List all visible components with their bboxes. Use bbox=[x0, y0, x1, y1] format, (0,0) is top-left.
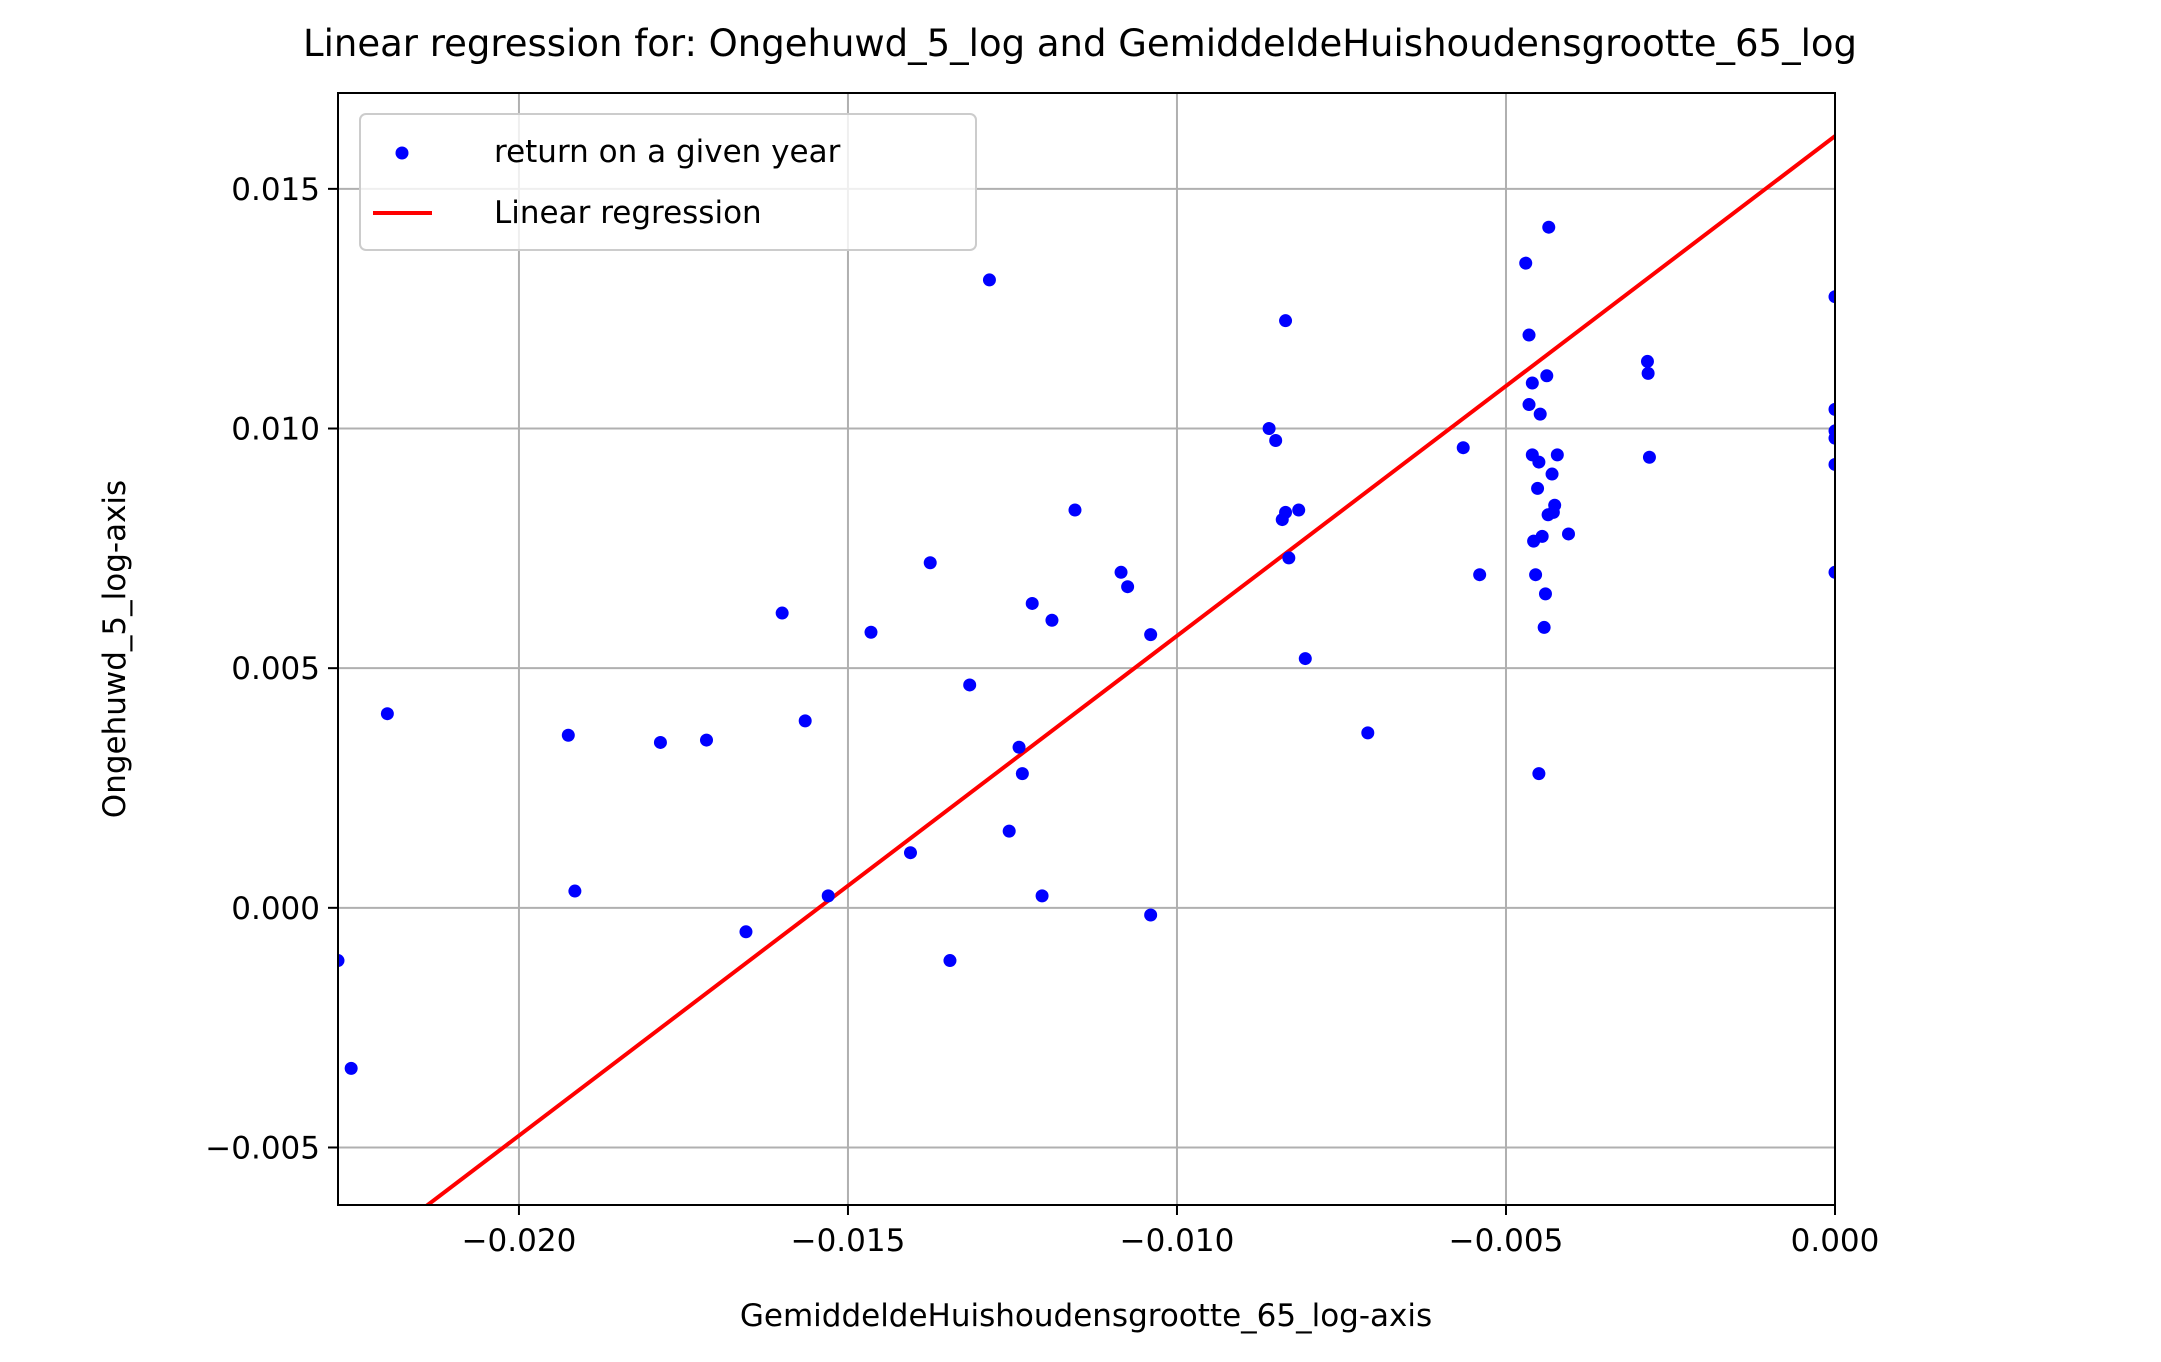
scatter-point bbox=[1522, 398, 1536, 412]
y-tick-label: −0.005 bbox=[205, 1130, 320, 1166]
regression-line bbox=[424, 134, 1835, 1205]
scatter-point bbox=[338, 954, 345, 968]
scatter-point bbox=[699, 733, 713, 747]
legend-label-scatter: return on a given year bbox=[494, 134, 841, 170]
scatter-point bbox=[1828, 290, 1835, 304]
scatter-point bbox=[1025, 596, 1039, 610]
scatter-points bbox=[338, 220, 1835, 1075]
scatter-point bbox=[1537, 620, 1551, 634]
scatter-point bbox=[1828, 431, 1835, 445]
scatter-point bbox=[1641, 366, 1655, 380]
scatter-point bbox=[1519, 256, 1533, 270]
scatter-point bbox=[1298, 652, 1312, 666]
scatter-point bbox=[739, 925, 753, 939]
scatter-point bbox=[1548, 498, 1562, 512]
scatter-point bbox=[1562, 527, 1576, 541]
scatter-point bbox=[1361, 726, 1375, 740]
scatter-point bbox=[1121, 580, 1135, 594]
chart-title: Linear regression for: Ongehuwd_5_log an… bbox=[303, 22, 1857, 65]
y-tick-label: 0.000 bbox=[231, 891, 320, 927]
y-axis-label: Ongehuwd_5_log-axis bbox=[97, 480, 133, 818]
y-tick-label: 0.010 bbox=[231, 412, 320, 448]
scatter-point bbox=[344, 1061, 358, 1075]
scatter-point bbox=[1045, 613, 1059, 627]
scatter-point bbox=[1828, 565, 1835, 579]
scatter-point bbox=[1002, 824, 1016, 838]
scatter-point bbox=[1828, 457, 1835, 471]
scatter-point bbox=[1279, 505, 1293, 519]
scatter-point bbox=[380, 707, 394, 721]
scatter-point bbox=[1532, 767, 1546, 781]
x-tick-label: −0.005 bbox=[1449, 1223, 1564, 1259]
scatter-point bbox=[982, 273, 996, 287]
scatter-point bbox=[1035, 889, 1049, 903]
x-tick-label: −0.020 bbox=[462, 1223, 577, 1259]
scatter-point bbox=[963, 678, 977, 692]
legend-label-line: Linear regression bbox=[494, 195, 762, 231]
legend-scatter-marker bbox=[395, 146, 409, 160]
x-axis-label: GemiddeldeHuishoudensgrootte_65_log-axis bbox=[740, 1298, 1432, 1334]
y-tick-label: 0.005 bbox=[231, 651, 320, 687]
plot-frame bbox=[337, 92, 1836, 1206]
scatter-point bbox=[864, 625, 878, 639]
scatter-point bbox=[1535, 529, 1549, 543]
scatter-point bbox=[1538, 587, 1552, 601]
scatter-point bbox=[1640, 354, 1654, 368]
x-tick-label: −0.010 bbox=[1120, 1223, 1235, 1259]
scatter-point bbox=[923, 556, 937, 570]
scatter-point bbox=[561, 728, 575, 742]
scatter-point bbox=[1545, 467, 1559, 481]
scatter-point bbox=[1269, 434, 1283, 447]
scatter-point bbox=[1542, 220, 1556, 234]
x-tick-label: −0.015 bbox=[791, 1223, 906, 1259]
scatter-point bbox=[1015, 767, 1029, 781]
scatter-point bbox=[1642, 450, 1656, 464]
scatter-point bbox=[1012, 740, 1026, 754]
y-axis-ticks: −0.005 0.000 0.005 0.010 0.015 bbox=[205, 172, 338, 1166]
grid-lines bbox=[338, 93, 1836, 1205]
scatter-point bbox=[1068, 503, 1082, 517]
scatter-point bbox=[1828, 402, 1835, 416]
scatter-point bbox=[653, 735, 667, 749]
scatter-point bbox=[1144, 628, 1158, 642]
scatter-point bbox=[943, 954, 957, 968]
scatter-point bbox=[1279, 314, 1293, 328]
scatter-point bbox=[903, 846, 917, 860]
scatter-point bbox=[1533, 407, 1547, 421]
scatter-point bbox=[1282, 551, 1296, 565]
plot-area bbox=[338, 134, 1835, 1205]
scatter-point bbox=[1292, 503, 1306, 517]
scatter-point bbox=[1532, 455, 1546, 469]
y-tick-label: 0.015 bbox=[231, 172, 320, 208]
scatter-point bbox=[1262, 422, 1276, 436]
x-axis-ticks: −0.020 −0.015 −0.010 −0.005 0.000 bbox=[462, 1205, 1880, 1259]
scatter-point bbox=[1522, 328, 1536, 342]
scatter-point bbox=[1550, 448, 1564, 462]
scatter-point bbox=[1114, 565, 1128, 579]
legend: return on a given year Linear regression bbox=[359, 113, 977, 251]
scatter-point bbox=[1540, 369, 1554, 383]
legend-box bbox=[359, 113, 977, 251]
scatter-point bbox=[568, 884, 582, 898]
scatter-point bbox=[1529, 568, 1543, 582]
scatter-point bbox=[1531, 481, 1545, 495]
scatter-point bbox=[1525, 376, 1539, 390]
scatter-point bbox=[1144, 908, 1158, 922]
scatter-point bbox=[1456, 441, 1470, 455]
x-tick-label: 0.000 bbox=[1791, 1223, 1880, 1259]
scatter-point bbox=[1473, 568, 1487, 582]
scatter-point bbox=[798, 714, 812, 728]
regression-line-group bbox=[424, 134, 1835, 1205]
scatter-point bbox=[775, 606, 789, 620]
scatter-point bbox=[821, 889, 835, 903]
